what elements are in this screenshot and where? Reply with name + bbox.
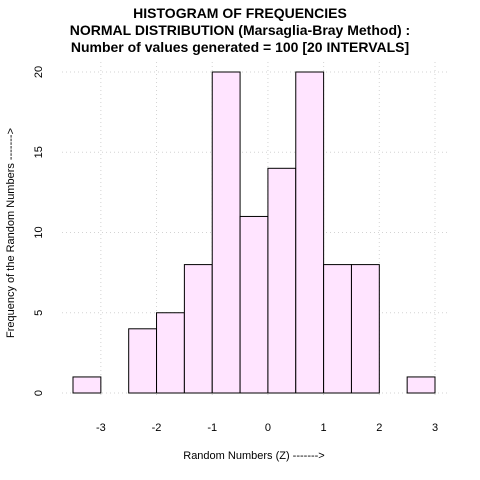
x-axis-label: Random Numbers (Z) -------> — [183, 450, 325, 462]
y-tick-label: 10 — [33, 226, 45, 238]
histogram-bar — [406, 376, 436, 394]
histogram-bar — [183, 264, 213, 394]
x-tick-label: 0 — [265, 422, 271, 434]
x-tick-label: 3 — [432, 422, 438, 434]
y-axis-label: Frequency of the Random Numbers -------> — [5, 128, 17, 338]
histogram-bar — [239, 215, 269, 394]
histogram-bar — [323, 264, 352, 394]
histogram-bar — [128, 328, 158, 394]
chart-title-line-1: HISTOGRAM OF FREQUENCIES — [133, 5, 347, 21]
x-tick-label: -1 — [207, 422, 217, 434]
histogram-bar — [295, 71, 325, 394]
histogram-bar — [72, 376, 102, 394]
x-tick-label: -3 — [96, 422, 106, 434]
y-tick-label: 5 — [33, 310, 45, 316]
y-tick-label: 0 — [33, 390, 45, 396]
histogram-bar — [267, 167, 297, 394]
x-tick-label: 2 — [376, 422, 382, 434]
x-tick-label: 1 — [321, 422, 327, 434]
chart-title-line-2: NORMAL DISTRIBUTION (Marsaglia-Bray Meth… — [69, 22, 411, 38]
histogram-bar — [350, 264, 380, 394]
y-tick-label: 20 — [33, 66, 45, 78]
x-tick-label: -2 — [152, 422, 162, 434]
histogram-bar — [211, 71, 241, 394]
chart-title-line-3: Number of values generated = 100 [20 INT… — [70, 39, 410, 55]
y-tick-label: 15 — [33, 146, 45, 158]
histogram-bar — [156, 312, 185, 394]
